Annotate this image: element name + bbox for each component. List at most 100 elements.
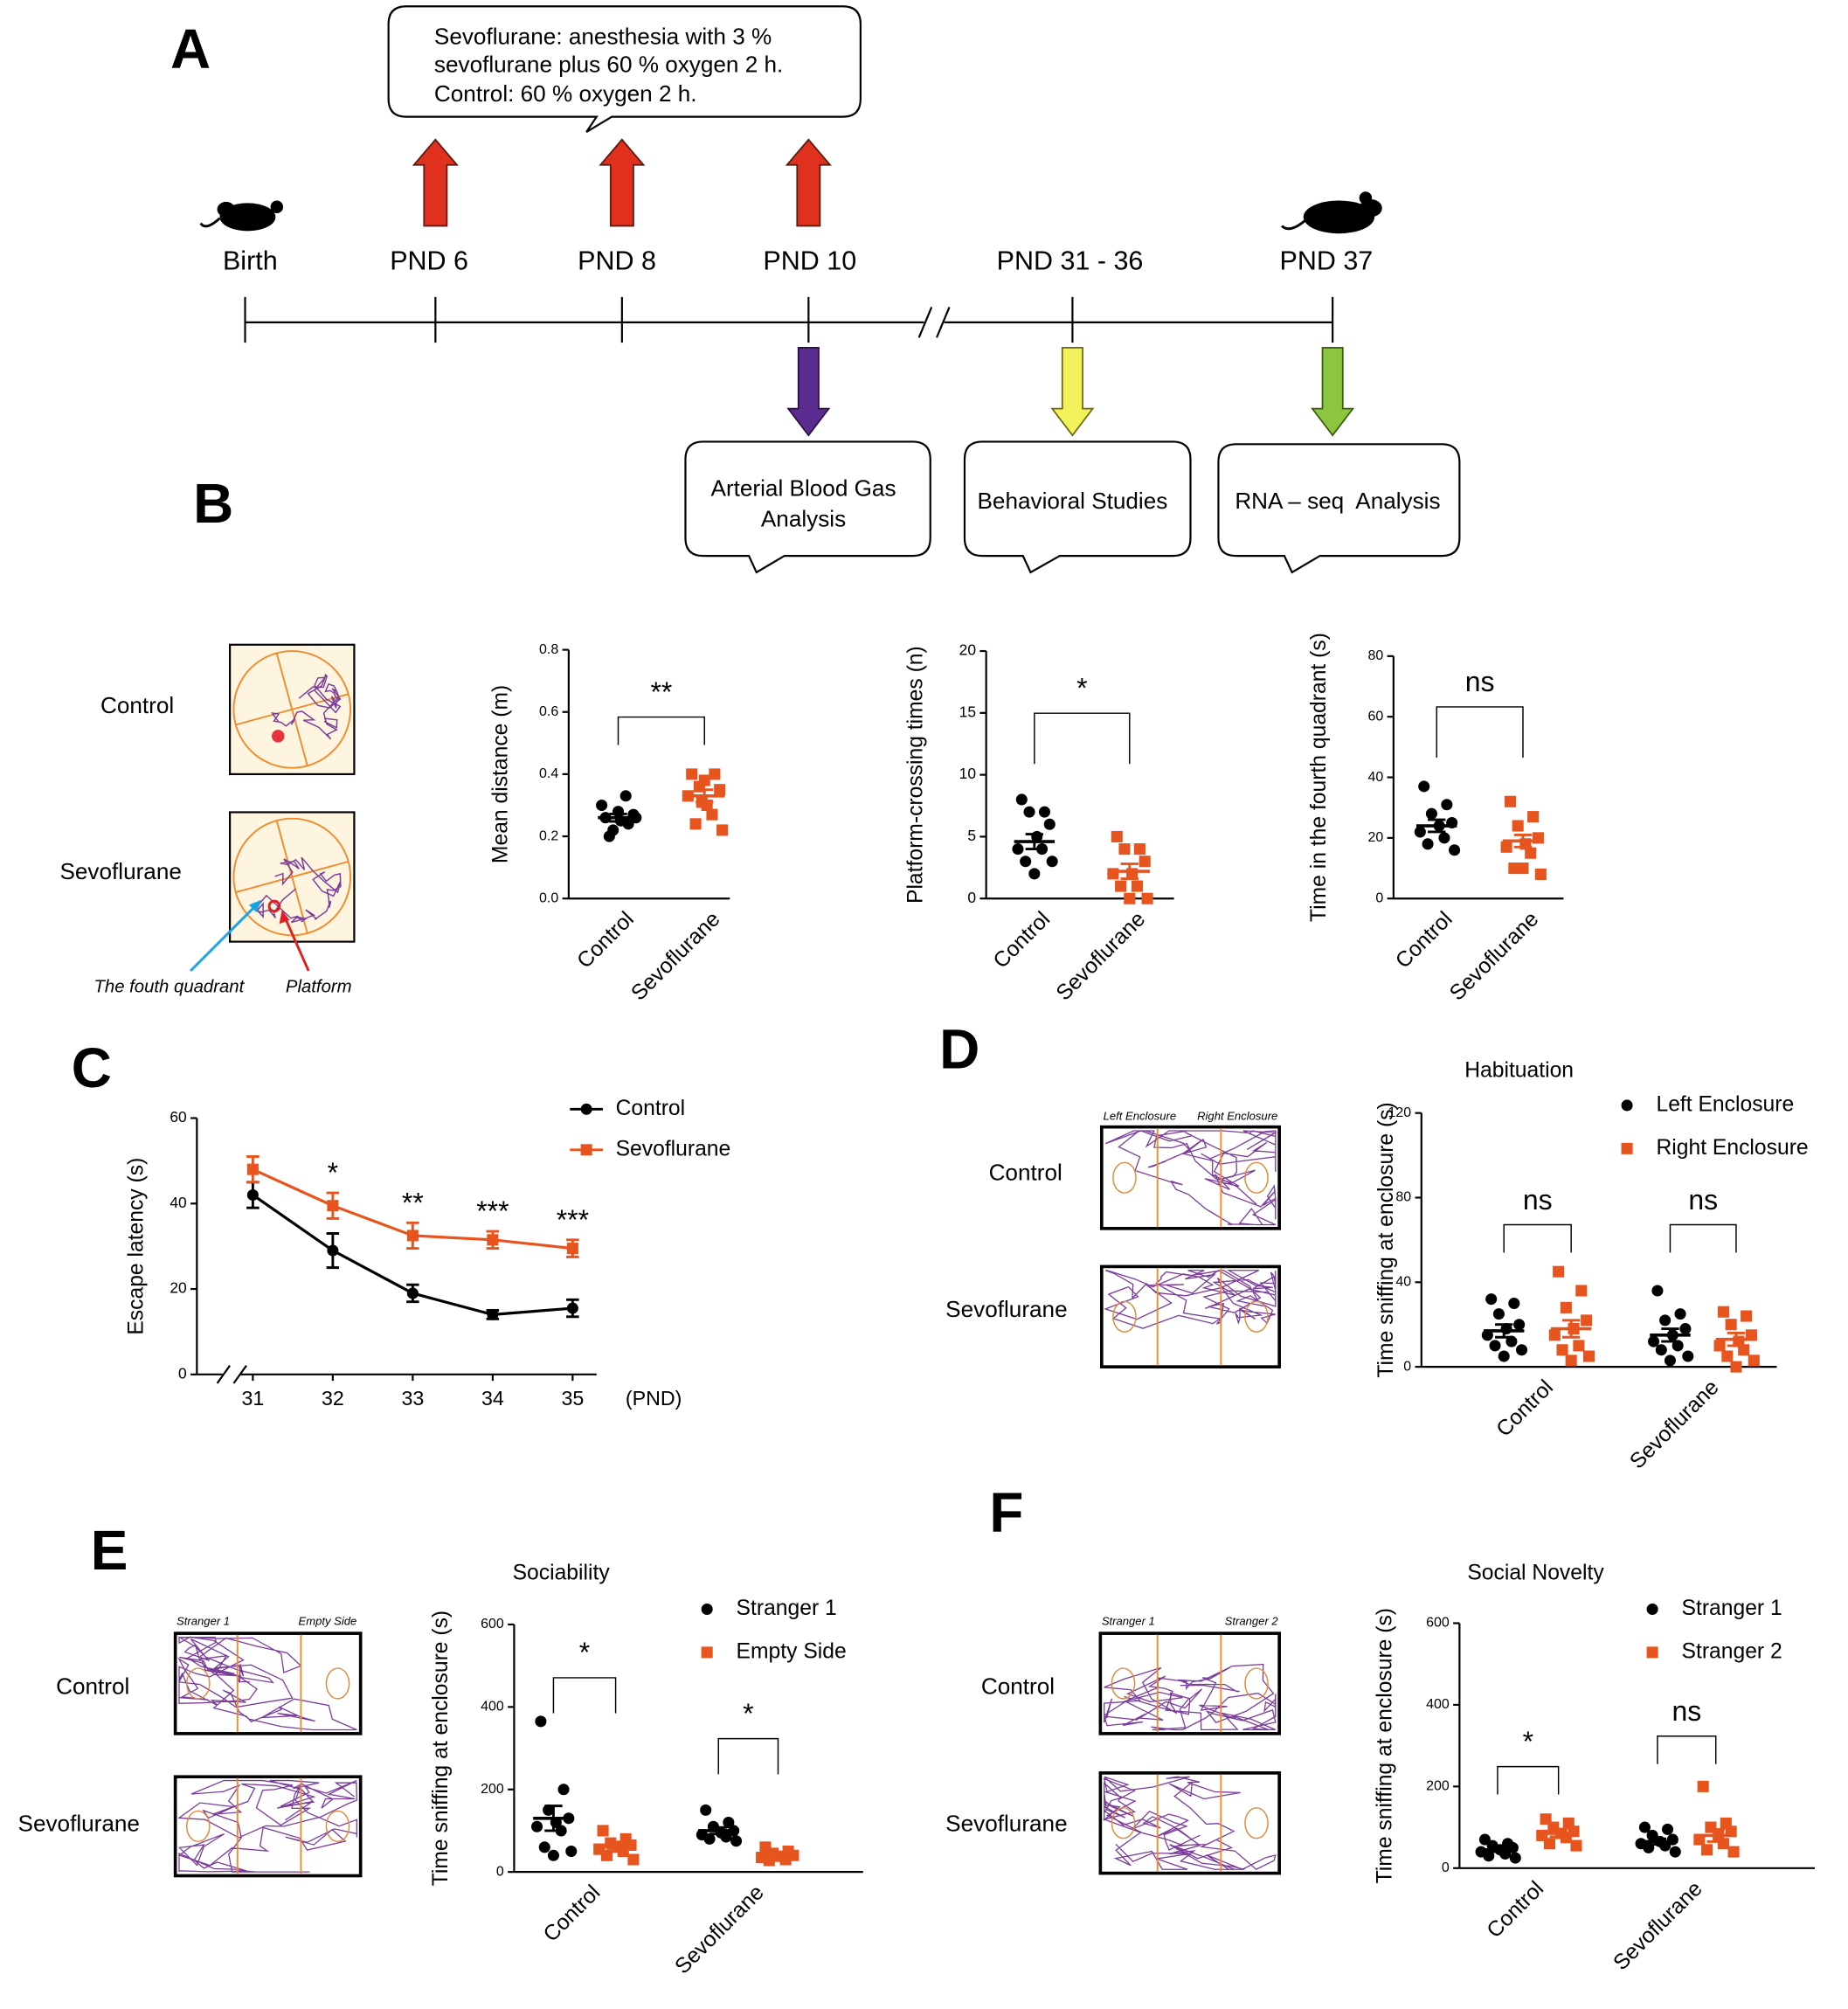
data-point — [1020, 856, 1032, 868]
data-point — [1133, 843, 1145, 856]
data-point — [1573, 1340, 1585, 1352]
y-tick-label: 80 — [1395, 1190, 1411, 1205]
enclosure — [1112, 1161, 1137, 1194]
data-point — [246, 1188, 259, 1202]
timepoint-label: PND 10 — [763, 246, 856, 276]
y-tick-label: 0 — [1403, 1359, 1411, 1374]
data-point — [1504, 795, 1517, 807]
data-point — [1139, 856, 1151, 868]
data-point — [1638, 1821, 1651, 1833]
enclosure — [325, 1667, 350, 1700]
panel-label: B — [193, 472, 233, 535]
explore-trace — [1104, 1269, 1277, 1329]
timepoint-label: PND 6 — [390, 246, 468, 276]
significance-label: * — [328, 1157, 338, 1188]
data-point — [1534, 868, 1547, 881]
enclosure — [325, 1810, 350, 1843]
data-point — [246, 1163, 259, 1175]
error-bar — [1648, 1837, 1667, 1846]
error-bar — [1706, 1827, 1725, 1843]
y-tick-label: 40 — [170, 1194, 186, 1211]
enclosure — [1112, 1300, 1137, 1333]
row-label: Sevoflurane — [18, 1810, 140, 1836]
data-point — [1659, 1314, 1672, 1327]
data-point — [1012, 843, 1024, 856]
significance-bracket — [1436, 706, 1524, 759]
data-point — [406, 1230, 419, 1242]
axis-break — [216, 1365, 231, 1384]
error-bar — [1661, 1327, 1679, 1343]
y-axis-label: Time sniffing at enclosure (s) — [429, 1611, 453, 1886]
data-point — [327, 1244, 339, 1257]
y-axis-label: Mean distance (m) — [488, 685, 512, 863]
significance-bracket — [552, 1677, 617, 1714]
error-bar — [1488, 1846, 1507, 1853]
error-bar — [1562, 1319, 1581, 1339]
x-tick-label: Sevoflurane — [1625, 1375, 1723, 1473]
panel-label: D — [939, 1017, 979, 1080]
y-tick-label: 200 — [481, 1782, 504, 1797]
x-tick-label: 31 — [241, 1387, 264, 1410]
data-point — [1118, 843, 1131, 856]
legend-label: Stranger 2 — [1682, 1639, 1782, 1663]
significance-label: * — [579, 1637, 590, 1668]
y-tick-label: 200 — [1426, 1779, 1450, 1794]
exposure-arrow — [412, 138, 459, 227]
error-bar — [1025, 833, 1044, 851]
significance-label: *** — [476, 1195, 509, 1227]
note-text: sevoflurane plus 60 % oxygen 2 h. — [434, 51, 783, 77]
significance-bracket — [1669, 1223, 1737, 1253]
significance-label: ns — [1688, 1184, 1718, 1216]
legend-label: Empty Side — [737, 1639, 847, 1663]
panel-label: F — [989, 1480, 1023, 1543]
data-point — [487, 1308, 499, 1320]
x-tick-label: Control — [1492, 1375, 1558, 1441]
data-point — [1512, 820, 1524, 832]
data-point — [1478, 1833, 1491, 1846]
y-tick-label: 5 — [967, 827, 976, 844]
data-point — [557, 1784, 570, 1796]
x-tick-label: Control — [989, 907, 1055, 973]
data-point — [714, 784, 726, 796]
data-point — [597, 1825, 609, 1837]
data-point — [1727, 1846, 1740, 1858]
data-point — [1543, 1838, 1556, 1850]
legend-label: Stranger 1 — [1682, 1597, 1782, 1620]
data-point — [547, 1849, 559, 1861]
significance-label: * — [1076, 672, 1087, 703]
y-tick-label: 0.2 — [539, 828, 558, 843]
enclosure — [1244, 1161, 1269, 1194]
legend-marker — [1621, 1142, 1633, 1154]
data-point — [543, 1804, 555, 1816]
data-point — [1738, 1344, 1750, 1356]
annotation-arrow — [283, 915, 310, 972]
chart-title: Habituation — [1464, 1058, 1574, 1082]
chamber-frame — [1098, 1631, 1281, 1735]
x-tick-label: Sevoflurane — [1052, 907, 1150, 1005]
error-bar — [544, 1805, 563, 1832]
data-point — [1141, 892, 1153, 904]
significance-label: *** — [557, 1204, 589, 1236]
y-tick-label: 0 — [1375, 890, 1383, 905]
legend-marker — [1646, 1646, 1658, 1659]
data-point — [723, 1816, 735, 1829]
data-point — [1498, 1350, 1510, 1362]
y-tick-label: 0.0 — [539, 890, 558, 905]
data-point — [1492, 1308, 1505, 1320]
significance-bracket — [617, 716, 705, 745]
legend-marker — [701, 1646, 713, 1659]
x-axis-label: (PND) — [626, 1387, 682, 1410]
data-point — [1669, 1846, 1681, 1858]
data-point — [1505, 1335, 1518, 1347]
note-callout — [387, 5, 862, 133]
data-point — [531, 1820, 543, 1832]
x-tick-label: Sevoflurane — [1445, 907, 1543, 1005]
data-point — [1111, 830, 1123, 842]
assay-box — [963, 440, 1192, 574]
y-axis-label: Time in the fourth quadrant (s) — [1307, 633, 1331, 922]
error-bar — [1495, 1323, 1513, 1339]
data-point — [709, 768, 721, 780]
exposure-arrow — [785, 138, 832, 227]
